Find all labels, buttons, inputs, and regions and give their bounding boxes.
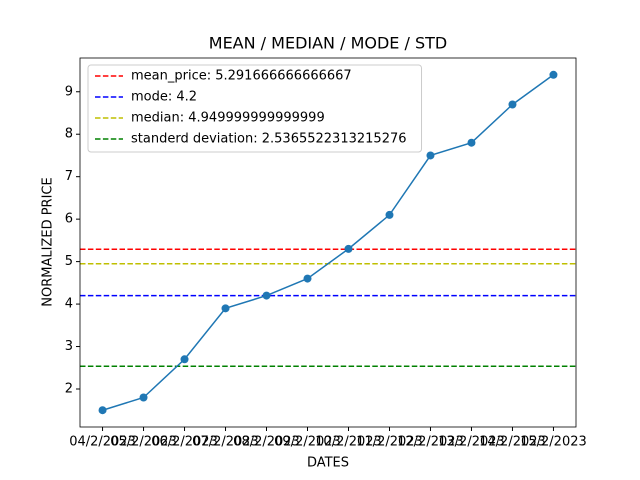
- x-tick-label: 11/2/2023: [356, 435, 423, 450]
- y-tick-label: 3: [65, 339, 73, 354]
- x-axis-label: DATES: [307, 456, 349, 471]
- point: [262, 291, 271, 300]
- legend: mean_price: 5.291666666666667 mode: 4.2 me…: [87, 64, 423, 153]
- y-axis-label: NORMALIZED PRICE: [41, 177, 56, 306]
- line: [102, 74, 554, 411]
- point: [344, 244, 353, 253]
- x-tick-label: 15/2/2023: [520, 435, 587, 450]
- point: [98, 406, 107, 415]
- point: [180, 355, 189, 364]
- x-tick-label: 12/2/2023: [397, 435, 464, 450]
- point: [508, 100, 517, 109]
- point: [139, 393, 148, 402]
- y-tick-label: 8: [65, 127, 73, 142]
- y-tick-label: 9: [65, 84, 73, 99]
- legend-label: standerd deviation: 2.5365522313215276: [131, 132, 407, 147]
- y-tick-label: 2: [65, 381, 73, 396]
- point: [426, 151, 435, 160]
- x-tick-label: 14/2/2023: [479, 435, 546, 450]
- chart-title: MEAN / MEDIAN / MODE / STD: [209, 34, 447, 53]
- x-tick-label: 07/2/2023: [192, 435, 259, 450]
- x-tick-label: 09/2/2023: [274, 435, 341, 450]
- y-tick-label: 6: [65, 212, 73, 227]
- legend-label: mean_price: 5.291666666666667: [131, 69, 352, 84]
- x-tick-label: 04/2/2023: [69, 435, 136, 450]
- point: [303, 274, 312, 283]
- y-tick-label: 4: [65, 297, 73, 312]
- point: [467, 138, 476, 147]
- plot-frame: [79, 57, 577, 428]
- y-tick-label: 5: [65, 254, 73, 269]
- x-tick-label: 10/2/2023: [315, 435, 382, 450]
- point: [221, 304, 230, 313]
- y-tick-label: 7: [65, 169, 73, 184]
- x-tick-label: 08/2/2023: [233, 435, 300, 450]
- legend-label: mode: 4.2: [131, 90, 197, 105]
- legend-label: median: 4.949999999999999: [131, 111, 325, 126]
- legend-box: [87, 64, 423, 153]
- x-tick-label: 06/2/2023: [151, 435, 218, 450]
- point: [549, 70, 558, 79]
- x-tick-label: 13/2/2023: [438, 435, 505, 450]
- point: [385, 210, 394, 219]
- x-tick-label: 05/2/2023: [110, 435, 177, 450]
